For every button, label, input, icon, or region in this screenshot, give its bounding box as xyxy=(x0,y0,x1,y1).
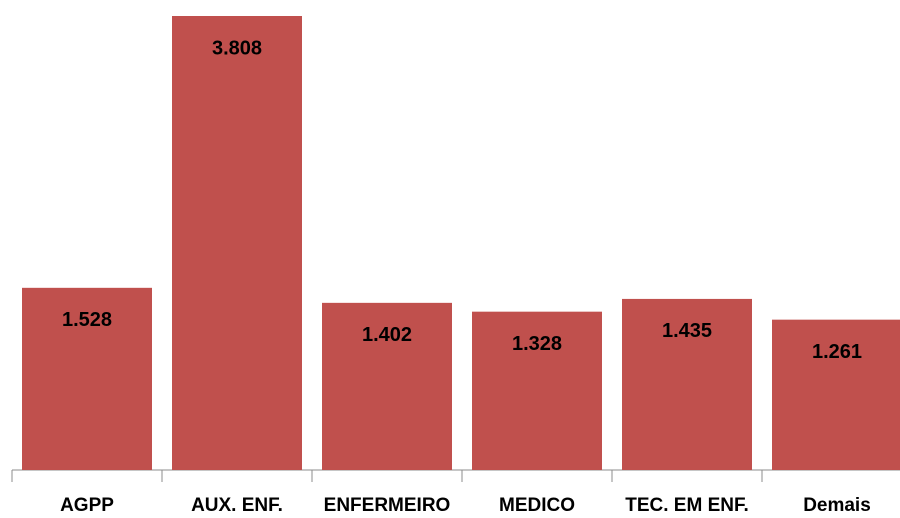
bar xyxy=(322,302,452,470)
bar xyxy=(22,287,152,470)
value-label: 1.402 xyxy=(362,324,412,346)
value-label: 3.808 xyxy=(212,37,262,59)
value-label: 1.435 xyxy=(662,320,712,342)
bar xyxy=(172,16,302,470)
x-tick-label: AGPP xyxy=(60,495,114,516)
x-tick-label: AUX. ENF. xyxy=(191,495,283,516)
x-tick-label: Demais xyxy=(803,495,871,516)
x-tick-label: TEC. EM ENF. xyxy=(625,495,749,516)
value-label: 1.528 xyxy=(62,309,112,331)
bar xyxy=(622,298,752,470)
x-tick-label: ENFERMEIRO xyxy=(324,495,451,516)
value-label: 1.261 xyxy=(812,341,862,363)
value-label: 1.328 xyxy=(512,333,562,355)
x-tick-label: MEDICO xyxy=(499,495,575,516)
bar xyxy=(472,311,602,470)
bar xyxy=(772,319,900,470)
